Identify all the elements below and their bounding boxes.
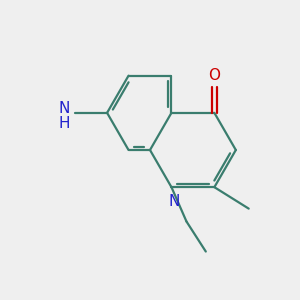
Text: N: N xyxy=(59,100,70,116)
Text: N: N xyxy=(168,194,179,209)
Text: O: O xyxy=(208,68,220,83)
Text: H: H xyxy=(58,116,70,131)
